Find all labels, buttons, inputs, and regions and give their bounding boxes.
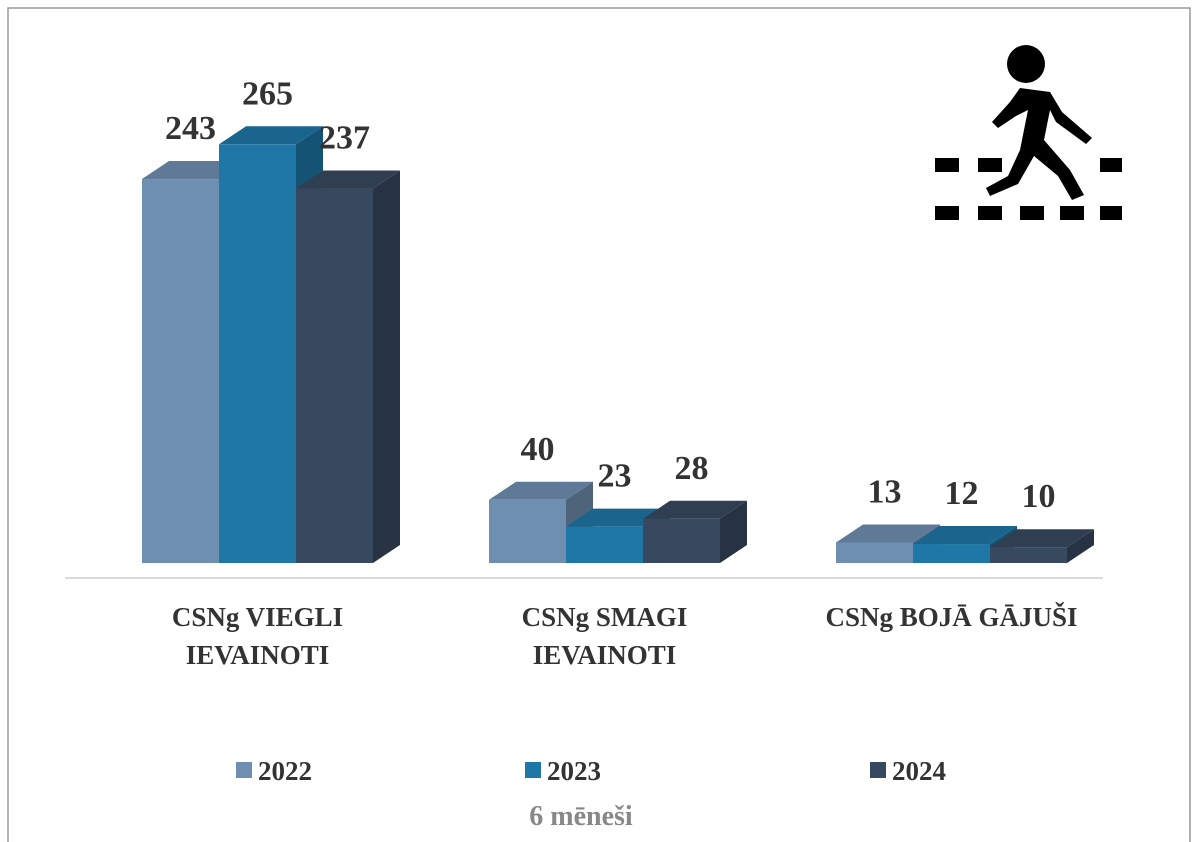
- value-label: 40: [521, 431, 555, 468]
- bar-top: [643, 500, 747, 519]
- legend-label: 2022: [258, 756, 312, 786]
- value-label: 28: [675, 450, 709, 487]
- bar: [913, 544, 990, 563]
- bar-top: [990, 529, 1094, 548]
- bar-side: [373, 170, 400, 564]
- bar: [142, 179, 219, 563]
- bar-side: [1067, 529, 1094, 563]
- category-label: CSNg VIEGLI IEVAINOTI: [171, 602, 344, 670]
- value-label: 10: [1022, 478, 1056, 515]
- legend-swatch: [236, 762, 252, 778]
- bar: [566, 526, 643, 563]
- bar: [296, 188, 373, 564]
- value-label: 12: [945, 475, 979, 512]
- value-label: 13: [868, 473, 902, 510]
- category-label: CSNg BOJĀ GĀJUŠI: [825, 602, 1078, 632]
- bar-top: [913, 526, 1017, 545]
- legend-label: 2023: [547, 756, 601, 786]
- bar: [836, 542, 913, 563]
- bar-side: [720, 500, 747, 563]
- frame: [7, 7, 1191, 842]
- bar-top: [296, 170, 400, 189]
- pedestrian-icon: [935, 45, 1122, 220]
- legend-swatch: [870, 762, 886, 778]
- legend-label: 2024: [892, 756, 946, 786]
- bar-top: [219, 126, 323, 145]
- value-label: 265: [242, 75, 293, 112]
- bar-top: [489, 481, 593, 500]
- subtitle: 6 mēneši: [529, 801, 633, 832]
- value-label: 243: [165, 110, 216, 147]
- value-label: 23: [598, 458, 632, 495]
- bar: [219, 144, 296, 564]
- legend-swatch: [525, 762, 541, 778]
- bar: [489, 499, 566, 563]
- bar-top: [836, 524, 940, 543]
- bar: [643, 518, 720, 563]
- bar: [990, 547, 1067, 563]
- value-label: 237: [319, 120, 370, 157]
- category-label: CSNg SMAGI IEVAINOTI: [521, 602, 688, 670]
